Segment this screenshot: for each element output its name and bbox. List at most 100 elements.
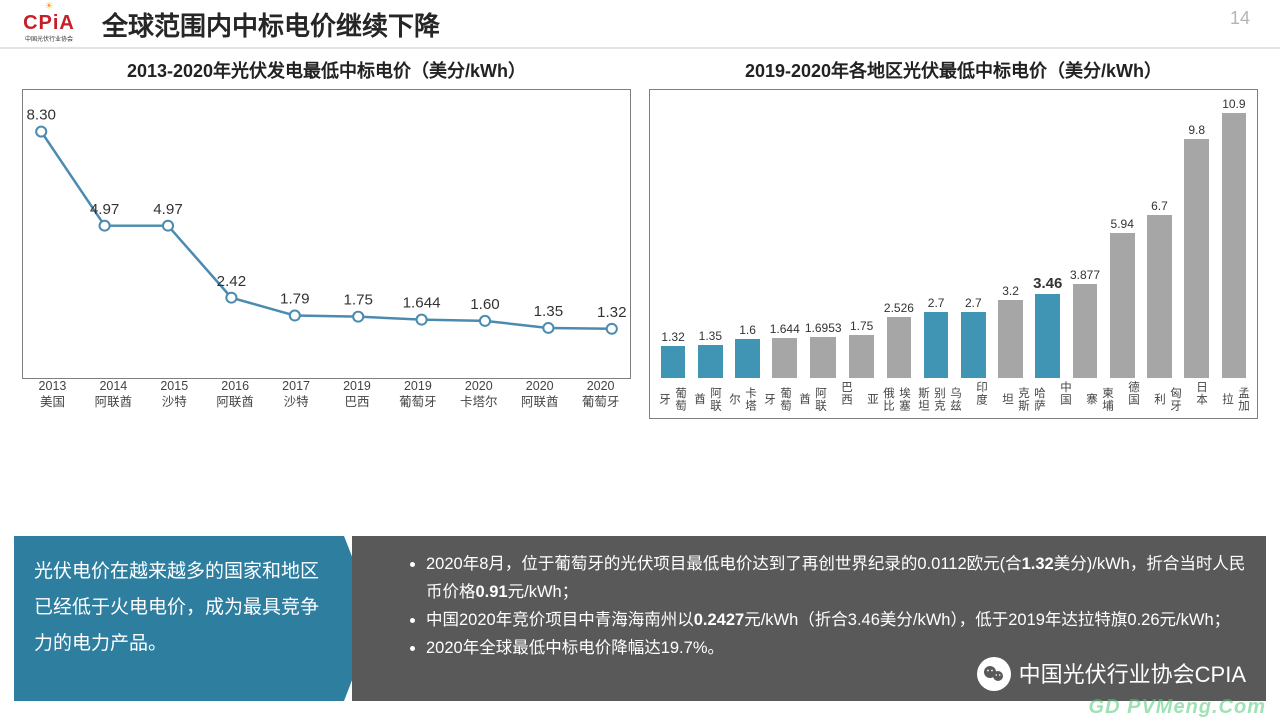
bar-item: 2.7 xyxy=(956,296,990,378)
bar-item: 2.526 xyxy=(882,301,916,379)
bar-value-label: 1.644 xyxy=(770,322,800,336)
bar-chart-title: 2019-2020年各地区光伏最低中标电价（美分/kWh） xyxy=(649,57,1258,83)
bar-rect xyxy=(924,312,949,378)
bar-rect xyxy=(661,346,686,378)
line-chart-xlabel: 2016阿联酋 xyxy=(205,379,266,410)
line-chart-xlabel: 2019巴西 xyxy=(327,379,388,410)
bar-item: 3.2 xyxy=(993,284,1027,378)
bar-item: 2.7 xyxy=(919,296,953,378)
bar-value-label: 1.32 xyxy=(661,330,684,344)
bar-rect xyxy=(849,335,874,378)
bar-item: 3.877 xyxy=(1068,268,1102,378)
bar-value-label: 2.526 xyxy=(884,301,914,315)
bar-rect xyxy=(1147,215,1172,378)
bar-xlabel: 乌兹别克斯坦 xyxy=(915,378,963,418)
line-chart-xlabel: 2020阿联酋 xyxy=(509,379,570,410)
callout-right: 2020年8月，位于葡萄牙的光伏项目最低电价达到了再创世界纪录的0.0112欧元… xyxy=(352,536,1266,701)
bar-chart-plot: 1.32 1.35 1.6 1.644 1.6953 1.75 2.526 2.7 2.7 3.2… xyxy=(649,89,1258,419)
bar-rect xyxy=(1222,113,1247,378)
bar-item: 10.9 xyxy=(1217,97,1251,378)
bar-value-label: 2.7 xyxy=(965,296,982,310)
bar-xlabel: 埃塞俄比亚 xyxy=(864,378,912,418)
svg-text:1.644: 1.644 xyxy=(403,295,441,312)
bar-value-label: 3.2 xyxy=(1002,284,1019,298)
wechat-badge: 中国光伏行业协会CPIA xyxy=(977,656,1246,693)
bar-item: 1.75 xyxy=(845,319,879,378)
bar-item: 1.35 xyxy=(693,329,727,378)
callout-bullet: 2020年8月，位于葡萄牙的光伏项目最低电价达到了再创世界纪录的0.0112欧元… xyxy=(426,550,1248,606)
bar-rect xyxy=(772,338,797,378)
bar-item: 1.32 xyxy=(656,330,690,378)
bar-xlabel: 巴西 xyxy=(831,378,861,418)
bar-value-label: 3.46 xyxy=(1033,275,1062,292)
line-chart-plot: 8.304.974.972.421.791.751.6441.601.351.3… xyxy=(22,89,631,379)
bar-rect xyxy=(1035,294,1060,378)
bar-rect xyxy=(698,345,723,378)
bar-xlabel: 日本 xyxy=(1186,378,1216,418)
line-chart-panel: 2013-2020年光伏发电最低中标电价（美分/kWh） 8.304.974.9… xyxy=(22,57,631,419)
bar-value-label: 3.877 xyxy=(1070,268,1100,282)
bar-rect xyxy=(1110,233,1135,378)
bar-xlabel: 哈萨克斯坦 xyxy=(999,378,1047,418)
svg-text:8.30: 8.30 xyxy=(26,107,56,124)
line-chart-xlabel: 2015沙特 xyxy=(144,379,205,410)
bar-xlabel: 葡萄牙 xyxy=(656,378,688,418)
bar-rect xyxy=(810,337,836,378)
callout-left-text: 光伏电价在越来越多的国家和地区已经低于火电电价，成为最具竞争力的电力产品。 xyxy=(34,561,319,654)
bar-item: 5.94 xyxy=(1105,217,1139,378)
bar-value-label: 1.6 xyxy=(739,323,756,337)
bar-rect xyxy=(961,312,986,378)
callout-bullet: 中国2020年竞价项目中青海海南州以0.2427元/kWh（折合3.46美分/k… xyxy=(426,606,1248,634)
svg-text:2.42: 2.42 xyxy=(217,273,247,290)
svg-text:1.75: 1.75 xyxy=(343,292,373,309)
bar-xlabel: 德国 xyxy=(1118,378,1148,418)
bar-item: 1.644 xyxy=(768,322,802,378)
svg-text:1.32: 1.32 xyxy=(597,304,627,321)
bar-item: 6.7 xyxy=(1142,199,1176,378)
wechat-label: 中国光伏行业协会CPIA xyxy=(1019,656,1246,693)
bar-xlabel: 阿联酋 xyxy=(691,378,723,418)
bar-xlabel: 印度 xyxy=(966,378,996,418)
logo-text: CPiA xyxy=(14,12,84,35)
bar-value-label: 1.75 xyxy=(850,319,873,333)
bar-rect xyxy=(998,300,1023,378)
slide-header: ☀ CPiA 中国光伏行业协会 全球范围内中标电价继续下降 14 xyxy=(0,0,1280,43)
bar-rect xyxy=(1184,139,1209,378)
footer-callouts: 光伏电价在越来越多的国家和地区已经低于火电电价，成为最具竞争力的电力产品。 20… xyxy=(0,536,1280,701)
line-chart-xlabel: 2013美国 xyxy=(22,379,83,410)
line-chart-xlabels: 2013美国2014阿联酋2015沙特2016阿联酋2017沙特2019巴西20… xyxy=(22,379,631,410)
bar-value-label: 1.6953 xyxy=(805,321,842,335)
bar-xlabel: 匈牙利 xyxy=(1151,378,1183,418)
bar-value-label: 2.7 xyxy=(928,296,945,310)
line-chart-title: 2013-2020年光伏发电最低中标电价（美分/kWh） xyxy=(22,57,631,83)
callout-left: 光伏电价在越来越多的国家和地区已经低于火电电价，成为最具竞争力的电力产品。 xyxy=(14,536,344,701)
bar-xlabel: 阿联酋 xyxy=(796,378,828,418)
bar-xlabel: 卡塔尔 xyxy=(726,378,758,418)
line-chart-xlabel: 2019葡萄牙 xyxy=(387,379,448,410)
svg-text:1.35: 1.35 xyxy=(534,303,564,320)
bar-rect xyxy=(1073,284,1098,378)
bar-item: 3.46 xyxy=(1031,275,1065,378)
bar-value-label: 10.9 xyxy=(1222,97,1245,111)
bar-item: 1.6 xyxy=(730,323,764,378)
line-chart-xlabel: 2017沙特 xyxy=(266,379,327,410)
bar-item: 9.8 xyxy=(1180,123,1214,378)
svg-text:1.79: 1.79 xyxy=(280,291,310,308)
bar-xlabel: 孟加拉 xyxy=(1219,378,1251,418)
line-chart-xlabel: 2020葡萄牙 xyxy=(570,379,631,410)
bar-value-label: 6.7 xyxy=(1151,199,1168,213)
bar-item: 1.6953 xyxy=(805,321,842,378)
logo-subtext: 中国光伏行业协会 xyxy=(14,34,84,43)
bar-value-label: 1.35 xyxy=(699,329,722,343)
slide-title: 全球范围内中标电价继续下降 xyxy=(102,6,1230,43)
watermark: GD PVMeng.Com xyxy=(1089,696,1266,719)
bar-value-label: 9.8 xyxy=(1188,123,1205,137)
bar-xlabel: 中国 xyxy=(1050,378,1080,418)
charts-row: 2013-2020年光伏发电最低中标电价（美分/kWh） 8.304.974.9… xyxy=(0,57,1280,419)
bar-rect xyxy=(887,317,912,379)
line-chart-xlabel: 2020卡塔尔 xyxy=(448,379,509,410)
svg-text:4.97: 4.97 xyxy=(90,201,120,218)
title-underline xyxy=(0,47,1280,49)
line-chart-xlabel: 2014阿联酋 xyxy=(83,379,144,410)
svg-text:1.60: 1.60 xyxy=(470,296,500,313)
